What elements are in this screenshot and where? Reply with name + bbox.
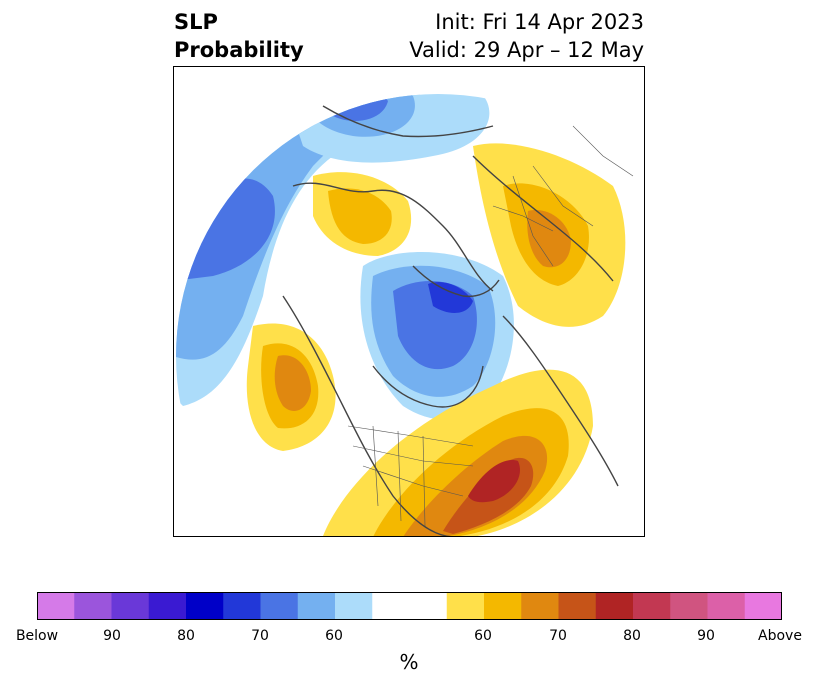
- init-date: Init: Fri 14 Apr 2023: [435, 10, 644, 34]
- colorbar-cell: [335, 592, 373, 620]
- tick-below: Below: [15, 628, 59, 644]
- map-frame: [173, 66, 645, 537]
- colorbar-cell: [484, 592, 522, 620]
- colorbar: [37, 592, 782, 620]
- colorbar-cell: [37, 592, 75, 620]
- tick-above-70: 70: [549, 628, 567, 644]
- country-borders: [347, 125, 634, 527]
- colorbar-cell: [633, 592, 671, 620]
- title-variable: SLP: [174, 10, 218, 34]
- tick-below-80: 80: [177, 628, 195, 644]
- valid-range: Valid: 29 Apr – 12 May: [409, 38, 644, 62]
- probability-fill: [176, 94, 626, 537]
- title-field: Probability: [174, 38, 304, 62]
- colorbar-cell: [223, 592, 261, 620]
- colorbar-cell: [372, 592, 448, 620]
- colorbar-cell: [148, 592, 187, 620]
- colorbar-cell: [74, 592, 112, 620]
- colorbar-frame: [37, 592, 782, 620]
- probability-map: [173, 66, 645, 537]
- colorbar-cell: [521, 592, 559, 620]
- tick-above-90: 90: [697, 628, 715, 644]
- colorbar-cell: [186, 592, 224, 620]
- colorbar-cell: [260, 592, 299, 620]
- tick-above-60: 60: [474, 628, 492, 644]
- tick-below-60: 60: [325, 628, 343, 644]
- colorbar-cell: [744, 592, 782, 620]
- tick-above: Above: [758, 628, 802, 644]
- map-dates: Init: Fri 14 Apr 2023 Valid: 29 Apr – 12…: [409, 8, 644, 64]
- colorbar-unit: %: [399, 650, 419, 674]
- tick-below-70: 70: [251, 628, 269, 644]
- map-title: SLP Probability: [174, 8, 304, 64]
- colorbar-cell: [111, 592, 150, 620]
- colorbar-cell: [707, 592, 746, 620]
- colorbar-cell: [297, 592, 336, 620]
- colorbar-cell: [446, 592, 485, 620]
- tick-above-80: 80: [623, 628, 641, 644]
- tick-below-90: 90: [103, 628, 121, 644]
- colorbar-cell: [558, 592, 597, 620]
- colorbar-cell: [595, 592, 634, 620]
- colorbar-cell: [670, 592, 708, 620]
- coastlines: [282, 105, 619, 537]
